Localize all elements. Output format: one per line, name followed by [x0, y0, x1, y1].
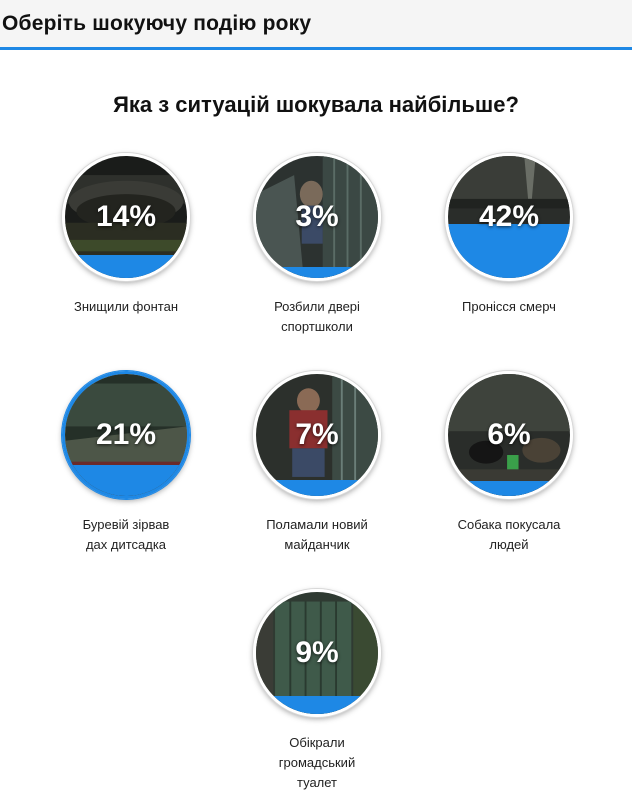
header-bar: Оберіть шокуючу подію року: [0, 0, 632, 50]
fountain-photo: [65, 156, 187, 278]
option-label: Поламали новий майданчик: [266, 517, 368, 552]
option-percent: 9%: [295, 636, 339, 669]
result-fill-bar: [65, 254, 187, 278]
poll-option-dog-bite[interactable]: 6% Собака покусала людей: [414, 371, 604, 555]
option-image-circle[interactable]: 14%: [62, 153, 190, 281]
poll-option-playground[interactable]: 7% Поламали новий майданчик: [222, 371, 412, 555]
option-image-circle[interactable]: 6%: [445, 371, 573, 499]
page-title: Оберіть шокуючу подію року: [2, 12, 312, 35]
option-percent: 3%: [295, 200, 339, 233]
option-label: Розбили двері спортшколи: [274, 299, 360, 334]
playground-photo: [256, 374, 378, 496]
result-fill-bar: [256, 480, 378, 496]
option-label: Обікрали громадський туалет: [278, 735, 356, 790]
poll-option-fountain[interactable]: 14% Знищили фонтан: [31, 153, 221, 317]
poll-question: Яка з ситуацій шокувала найбільше?: [113, 92, 519, 117]
option-percent: 6%: [487, 418, 531, 451]
toilet-photo: [256, 592, 378, 714]
option-percent: 42%: [478, 200, 540, 233]
poll-option-public-toilet[interactable]: 9% Обікрали громадський туалет: [222, 589, 412, 793]
option-label: Знищили фонтан: [73, 299, 179, 314]
poll-option-tornado[interactable]: 42% Пронісся смерч: [414, 153, 604, 317]
option-label: Буревій зірвав дах дитсадка: [82, 517, 170, 552]
option-image-circle[interactable]: 42%: [445, 153, 573, 281]
option-image-circle[interactable]: 9%: [253, 589, 381, 717]
option-label: Собака покусала людей: [457, 517, 561, 552]
option-image-circle[interactable]: 21%: [62, 371, 190, 499]
option-image-circle[interactable]: 3%: [253, 153, 381, 281]
poll-option-sportschool-door[interactable]: 3% Розбили двері спортшколи: [222, 153, 412, 337]
door-photo: [256, 156, 378, 278]
poll-option-kindergarten-roof[interactable]: 21% Буревій зірвав дах дитсадка: [31, 371, 221, 555]
result-fill-bar: [256, 266, 378, 278]
option-percent: 21%: [95, 418, 157, 451]
result-fill-bar: [448, 481, 570, 496]
option-percent: 7%: [295, 418, 339, 451]
option-image-circle[interactable]: 7%: [253, 371, 381, 499]
result-fill-bar: [256, 696, 378, 714]
option-percent: 14%: [95, 200, 157, 233]
option-label: Пронісся смерч: [462, 299, 556, 314]
result-fill-bar: [65, 464, 187, 496]
result-fill-bar: [448, 223, 570, 278]
